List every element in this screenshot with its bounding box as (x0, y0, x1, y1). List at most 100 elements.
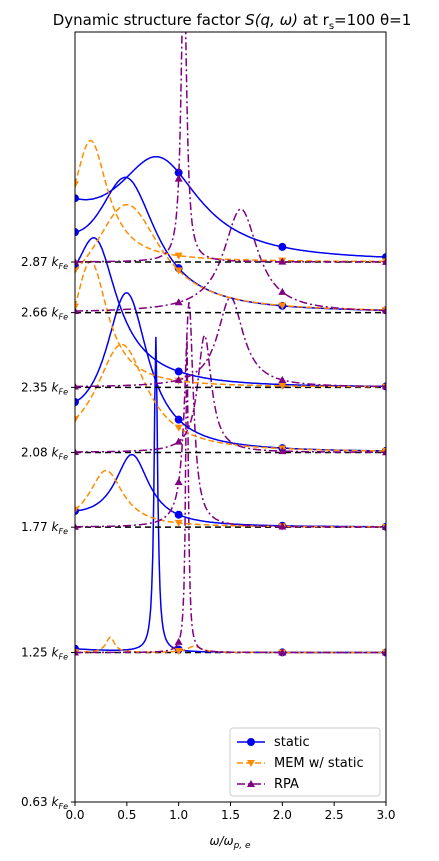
y-tick-unit: k (52, 520, 60, 534)
rpa-marker (382, 523, 386, 531)
y-tick-value: 2.66 (21, 306, 52, 320)
title-sub: s (329, 21, 334, 32)
y-tick-value: 2.35 (21, 380, 52, 394)
rpa-marker (174, 437, 183, 445)
mem-marker (174, 252, 183, 260)
y-tick-unit-sub: Fe (58, 313, 68, 322)
mem-marker (174, 648, 183, 656)
x-tick-label: 0.0 (65, 808, 84, 822)
rpa-marker (382, 448, 386, 456)
legend-label: RPA (274, 777, 299, 792)
mem-curve-q-2.08 (75, 343, 386, 452)
mem-marker (75, 267, 79, 275)
x-tick-label: 2.5 (325, 808, 344, 822)
mem-curve-q-1.77 (75, 469, 386, 528)
y-tick-value: 1.77 (21, 520, 52, 534)
rpa-curve-q-2.66 (75, 208, 386, 312)
y-tick-unit: k (52, 255, 60, 269)
y-tick-unit-sub: Fe (58, 653, 68, 662)
static-marker (75, 398, 79, 407)
y-tick-unit-sub: Fe (58, 452, 68, 461)
static-marker (174, 168, 183, 177)
x-tick-label: 1.5 (221, 808, 240, 822)
rpa-curve-q-1.77 (75, 302, 386, 528)
x-axis-label: ω/ωp, e (209, 834, 251, 851)
rpa-marker (75, 522, 79, 530)
y-tick-unit-sub: Fe (58, 802, 68, 811)
rpa-curve-q-1.25 (75, 337, 386, 654)
static-marker (174, 510, 183, 519)
static-curve-q-2.87 (75, 155, 386, 258)
rpa-marker (75, 447, 79, 455)
rpa-marker (382, 648, 386, 656)
mem-curve-q-2.66 (75, 203, 386, 311)
rpa-marker (278, 375, 287, 383)
static-curve-q-2.08 (75, 292, 386, 452)
mem-marker (174, 519, 183, 527)
chart-title: Dynamic structure factor S(q, ω) at rs=1… (53, 11, 412, 32)
rpa-marker (174, 637, 183, 645)
mem-curve-q-2.35 (75, 260, 386, 388)
y-tick-label: 2.35 kFe (21, 380, 68, 396)
xlabel-main: ω/ω (209, 834, 233, 848)
legend-marker (247, 738, 255, 746)
static-marker (174, 415, 183, 424)
mem-marker (174, 424, 183, 432)
rpa-marker (278, 648, 287, 656)
y-tick-value: 1.25 (21, 646, 52, 660)
y-tick-label: 1.25 kFe (21, 646, 68, 662)
y-tick-unit: k (52, 646, 60, 660)
rpa-curve-q-2.35 (75, 296, 386, 388)
y-tick-label: 1.77 kFe (21, 520, 68, 536)
rpa-marker (75, 382, 79, 390)
x-tick-label: 0.5 (117, 808, 136, 822)
y-tick-label: 2.66 kFe (21, 306, 68, 322)
rpa-marker (278, 257, 287, 265)
rpa-marker (382, 257, 386, 265)
static-curve-q-2.35 (75, 237, 386, 388)
rpa-marker (75, 648, 79, 656)
xlabel-sub: p, e (233, 841, 251, 851)
title-suffix: =100 θ=1 (334, 11, 411, 29)
legend-label: static (274, 735, 310, 750)
x-tick-label: 3.0 (376, 808, 395, 822)
plot-area (75, 32, 386, 657)
static-marker (174, 367, 183, 376)
y-tick-value: 0.63 (21, 795, 52, 809)
title-math: S(q, ω) (245, 11, 298, 29)
y-tick-unit: k (52, 795, 60, 809)
x-axis: 0.0 0.5 1.0 1.5 2.0 2.5 3.0 (65, 802, 396, 822)
y-tick-value: 2.87 (21, 255, 52, 269)
rpa-marker (174, 478, 183, 486)
mem-marker (174, 267, 183, 275)
rpa-marker (278, 447, 287, 455)
legend-marker (247, 780, 255, 787)
y-tick-unit: k (52, 380, 60, 394)
rpa-marker (382, 382, 386, 390)
static-marker (75, 194, 79, 203)
y-tick-unit-sub: Fe (58, 262, 68, 271)
legend-label: MEM w/ static (274, 756, 364, 771)
static-marker (75, 228, 79, 237)
y-tick-unit: k (52, 306, 60, 320)
mem-marker (75, 181, 79, 189)
rpa-marker (382, 306, 386, 314)
mem-curve-q-1.25 (75, 636, 386, 654)
rpa-curve-q-2.87 (75, 32, 386, 263)
y-tick-label: 0.63 kFe (21, 795, 68, 811)
legend: static MEM w/ static RPA (229, 727, 381, 797)
y-tick-value: 2.08 (21, 445, 52, 459)
mem-marker (75, 506, 79, 514)
rpa-marker (278, 287, 287, 295)
static-marker (278, 242, 287, 251)
x-tick-label: 1.0 (169, 808, 188, 822)
y-tick-unit: k (52, 445, 60, 459)
rpa-marker (174, 298, 183, 306)
rpa-marker (278, 522, 287, 530)
y-tick-label: 2.87 kFe (21, 255, 68, 271)
y-tick-unit-sub: Fe (58, 527, 68, 536)
mem-marker (75, 416, 79, 424)
rpa-curve-q-2.08 (75, 333, 386, 453)
